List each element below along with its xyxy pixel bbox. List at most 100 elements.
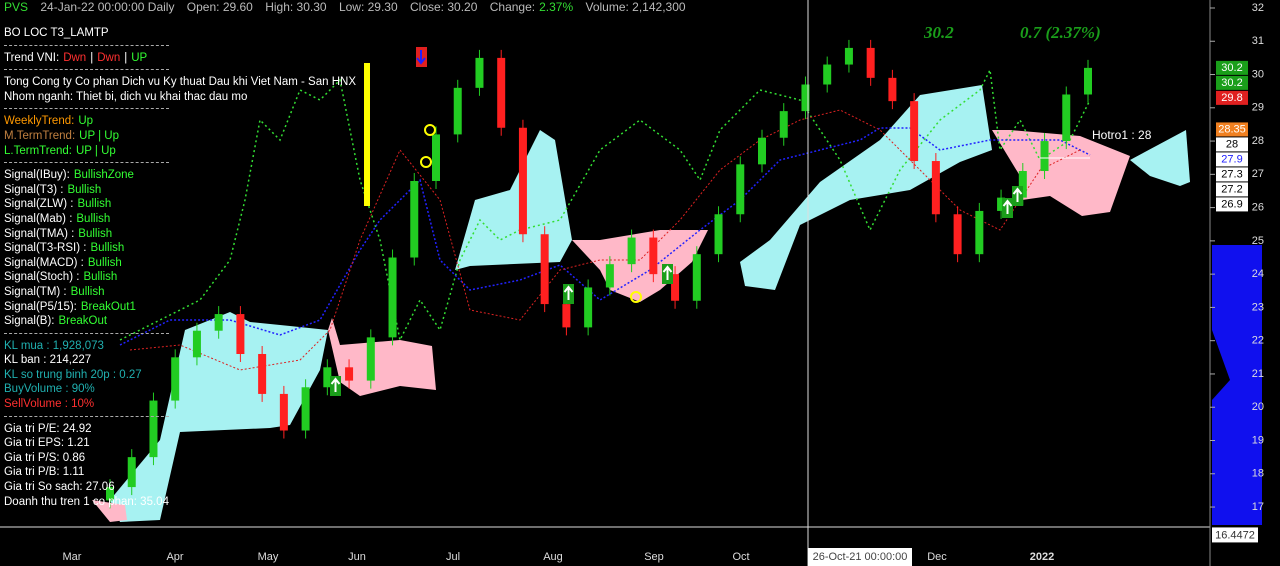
price-label-box — [1216, 152, 1248, 167]
candle — [258, 353, 267, 394]
candle — [627, 237, 636, 265]
price-label: 28.35 — [1218, 123, 1246, 135]
panel-text: BreakOut1 — [80, 300, 136, 313]
x-tick-label: Sep — [644, 551, 664, 563]
candle — [692, 254, 701, 301]
panel-text: Signal(B): — [4, 315, 55, 328]
candle — [605, 264, 614, 288]
candle — [214, 314, 223, 331]
y-tick-label: 22 — [1252, 335, 1264, 347]
panel-text: BreakOut — [58, 315, 108, 328]
panel-text: Bullish — [87, 256, 122, 269]
candle — [1040, 141, 1049, 172]
panel-text: Tong Cong ty Co phan Dich vu Ky thuat Da… — [4, 76, 356, 89]
panel-row: Gia tri EPS: 1.21 — [4, 436, 169, 451]
candle — [171, 357, 180, 401]
panel-text: KL ban : 214,227 — [4, 354, 92, 367]
panel-text: UP — [131, 51, 148, 64]
panel-text: Gia tri P/B: 1.11 — [4, 466, 85, 479]
panel-text: UP | Up — [75, 144, 116, 157]
x-tick-label: Apr — [166, 551, 183, 563]
panel-text: Signal(P5/15): — [4, 300, 77, 313]
y-tick-label: 27 — [1252, 168, 1264, 180]
panel-row: BO LOC T3_LAMTP — [4, 26, 169, 41]
panel-text: KL so trung binh 20p : 0.27 — [4, 368, 142, 381]
panel-row: Signal(T3-RSI) : Bullish — [4, 241, 169, 256]
candle — [236, 314, 245, 354]
big-change: 0.7 (2.37%) — [1020, 23, 1101, 42]
candle — [758, 137, 766, 165]
panel-text: BullishZone — [73, 169, 134, 182]
signal-bar — [364, 63, 370, 206]
price-label-box — [1216, 60, 1248, 75]
panel-text: | — [124, 51, 128, 64]
price-label: 30.2 — [1221, 62, 1242, 74]
y-tick-label: 28 — [1252, 135, 1264, 147]
candle — [106, 487, 114, 501]
candle — [1062, 94, 1071, 142]
panel-text: Trend VNI: — [4, 51, 60, 64]
candle — [584, 287, 593, 328]
panel-row: WeeklyTrend: Up — [4, 114, 169, 129]
panel-row: Signal(TMA) : Bullish — [4, 227, 169, 242]
panel-text: Gia tri So sach: 27.06 — [4, 481, 115, 494]
change: 2.37% — [539, 0, 574, 14]
price-label-box — [1216, 167, 1248, 182]
panel-text: Signal(Stoch) : — [4, 271, 80, 284]
conversion-line — [129, 109, 1081, 371]
panel-text: BuyVolume : 90% — [4, 383, 95, 396]
panel-text: Gia tri P/S: 0.86 — [4, 451, 86, 464]
candle — [1018, 171, 1027, 198]
candle — [910, 101, 919, 162]
panel-text: Gia tri EPS: 1.21 — [4, 437, 90, 450]
panel-text: KL mua : 1,928,073 — [4, 339, 104, 352]
separator — [4, 332, 169, 334]
panel-text: Bullish — [76, 212, 111, 225]
panel-row: SellVolume : 10% — [4, 397, 169, 412]
panel-row: Nhom nganh: Thiet bi, dich vu khai thac … — [4, 90, 247, 105]
candle — [388, 257, 397, 338]
panel-row: KL so trung binh 20p : 0.27 — [4, 368, 169, 383]
y-tick-label: 32 — [1252, 2, 1264, 14]
y-tick-label: 26 — [1252, 202, 1264, 214]
x-tick-label: Oct — [732, 551, 749, 563]
candle — [366, 337, 375, 381]
candle — [1084, 67, 1092, 95]
panel-row: Signal(B): BreakOut — [4, 314, 169, 329]
panel-row: KL ban : 214,227 — [4, 353, 169, 368]
info-panel: BO LOC T3_LAMTP Trend VNI: Dwn | Dwn | UP Tong … — [4, 26, 356, 509]
panel-text: Bullish — [77, 198, 112, 211]
panel-text: Dwn — [63, 51, 87, 64]
price-label-box — [1216, 137, 1248, 152]
candle — [432, 134, 440, 181]
panel-text: Bullish — [78, 227, 113, 240]
price-label: 27.3 — [1221, 168, 1242, 180]
price-label: 29.8 — [1221, 92, 1242, 104]
candle — [453, 87, 462, 135]
panel-text: UP | Up — [79, 129, 119, 142]
candle — [475, 57, 484, 88]
price-label: 27.9 — [1221, 153, 1242, 165]
panel-row: Trend VNI: Dwn | Dwn | UP — [4, 51, 169, 66]
panel-text: BO LOC T3_LAMTP — [4, 27, 109, 39]
panel-row: Gia tri P/B: 1.11 — [4, 465, 169, 480]
price-label: 28 — [1226, 138, 1238, 150]
y-tick-label: 30 — [1252, 68, 1264, 80]
candle — [866, 47, 875, 78]
volume-profile — [1212, 245, 1262, 525]
x-tick-label: Jun — [348, 551, 366, 563]
x-tick-label: Mar — [63, 551, 82, 563]
panel-text: Signal(TMA) : — [4, 227, 75, 240]
panel-row: Signal(ZLW) : Bullish — [4, 197, 169, 212]
separator — [4, 69, 169, 71]
panel-row: Gia tri So sach: 27.06 — [4, 480, 169, 495]
candle — [671, 274, 680, 301]
change-label: Change: — [489, 0, 536, 14]
panel-row: Signal(Mab) : Bullish — [4, 212, 169, 227]
panel-text: Signal(ZLW) : — [4, 198, 74, 211]
panel-row: Signal(Stoch) : Bullish — [4, 270, 169, 285]
separator — [4, 44, 169, 46]
panel-row: Signal(TM) : Bullish — [4, 285, 169, 300]
signal-circles — [420, 124, 642, 303]
